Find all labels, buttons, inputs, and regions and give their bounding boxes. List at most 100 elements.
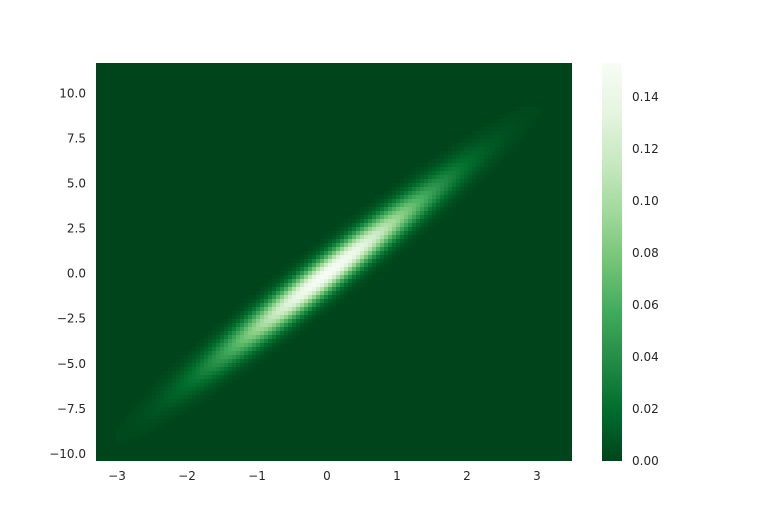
heatmap-cell <box>388 207 393 212</box>
heatmap-cell <box>308 279 313 284</box>
heatmap-cell <box>220 383 225 388</box>
heatmap-cell <box>160 395 165 400</box>
heatmap-cell <box>240 371 245 376</box>
heatmap-cell <box>340 267 345 272</box>
heatmap-cell <box>224 371 229 376</box>
heatmap-cell <box>184 387 189 392</box>
heatmap-cell <box>296 263 301 268</box>
heatmap-cell <box>160 407 165 412</box>
heatmap-cell <box>492 131 497 136</box>
heatmap-cell <box>224 363 229 368</box>
heatmap-cell <box>244 355 249 360</box>
heatmap-cell <box>212 375 217 380</box>
heatmap-cell <box>248 335 253 340</box>
heatmap-cell <box>308 303 313 308</box>
heatmap-cell <box>188 395 193 400</box>
heatmap-cell <box>200 363 205 368</box>
colorbar-bar <box>602 63 622 461</box>
heatmap-cell <box>384 219 389 224</box>
heatmap-cell <box>412 239 417 244</box>
heatmap-cell <box>328 295 333 300</box>
heatmap-cell <box>428 203 433 208</box>
heatmap-cell <box>376 243 381 248</box>
heatmap-cell <box>452 163 457 168</box>
heatmap-cell <box>208 375 213 380</box>
heatmap-cell <box>396 251 401 256</box>
heatmap-cell <box>160 379 165 384</box>
heatmap-cell <box>304 319 309 324</box>
heatmap-cell <box>280 275 285 280</box>
heatmap-cell <box>232 319 237 324</box>
heatmap-cell <box>196 383 201 388</box>
heatmap-cell <box>228 347 233 352</box>
heatmap-cell <box>252 359 257 364</box>
heatmap-cell <box>264 343 269 348</box>
heatmap-cell <box>364 251 369 256</box>
heatmap-cell <box>184 399 189 404</box>
heatmap-cell <box>292 331 297 336</box>
heatmap-cell <box>316 311 321 316</box>
heatmap-cell <box>416 211 421 216</box>
heatmap-cell <box>216 379 221 384</box>
heatmap-cell <box>348 259 353 264</box>
heatmap-cell <box>248 303 253 308</box>
heatmap-cell <box>172 371 177 376</box>
heatmap-cell <box>380 227 385 232</box>
heatmap-cell <box>140 431 145 436</box>
heatmap-cell <box>444 187 449 192</box>
heatmap-cell <box>412 227 417 232</box>
y-tick-label: −2.5 <box>57 312 86 326</box>
heatmap-cell <box>136 419 141 424</box>
heatmap-cell <box>440 171 445 176</box>
heatmap-cell <box>156 423 161 428</box>
heatmap-cell <box>196 371 201 376</box>
heatmap-cell <box>316 255 321 260</box>
heatmap-cell <box>232 367 237 372</box>
heatmap-cell <box>432 195 437 200</box>
heatmap-cell <box>440 215 445 220</box>
heatmap-cell <box>220 339 225 344</box>
heatmap-cell <box>292 295 297 300</box>
heatmap-cell <box>136 435 141 440</box>
heatmap-cell <box>128 431 133 436</box>
heatmap-cell <box>408 223 413 228</box>
heatmap-cell <box>368 223 373 228</box>
heatmap-cell <box>432 171 437 176</box>
heatmap-cell <box>460 167 465 172</box>
heatmap-cell <box>488 167 493 172</box>
heatmap-cell <box>172 363 177 368</box>
heatmap-cell <box>248 319 253 324</box>
heatmap-cell <box>440 191 445 196</box>
heatmap-cell <box>312 283 317 288</box>
heatmap-cell <box>296 267 301 272</box>
heatmap-cell <box>412 183 417 188</box>
heatmap-cell <box>376 231 381 236</box>
heatmap-cell <box>176 403 181 408</box>
heatmap-cell <box>300 307 305 312</box>
heatmap-cell <box>464 135 469 140</box>
heatmap-cell <box>448 203 453 208</box>
heatmap-cell <box>480 171 485 176</box>
heatmap-cell <box>320 311 325 316</box>
heatmap-cell <box>380 259 385 264</box>
heatmap-cell <box>316 243 321 248</box>
heatmap-cell <box>380 251 385 256</box>
heatmap-cell <box>276 295 281 300</box>
heatmap-cell <box>368 207 373 212</box>
heatmap-cell <box>492 159 497 164</box>
heatmap-cell <box>204 375 209 380</box>
heatmap-cell <box>356 251 361 256</box>
heatmap-cell <box>408 175 413 180</box>
heatmap-cell <box>308 291 313 296</box>
heatmap-cell <box>284 315 289 320</box>
heatmap-cell <box>156 403 161 408</box>
heatmap-cell <box>176 383 181 388</box>
heatmap-cell <box>192 395 197 400</box>
heatmap-cell <box>228 355 233 360</box>
heatmap-cell <box>420 167 425 172</box>
heatmap-cell <box>336 287 341 292</box>
heatmap-cell <box>372 235 377 240</box>
heatmap-cell <box>424 195 429 200</box>
heatmap-cell <box>388 227 393 232</box>
heatmap-cell <box>436 159 441 164</box>
